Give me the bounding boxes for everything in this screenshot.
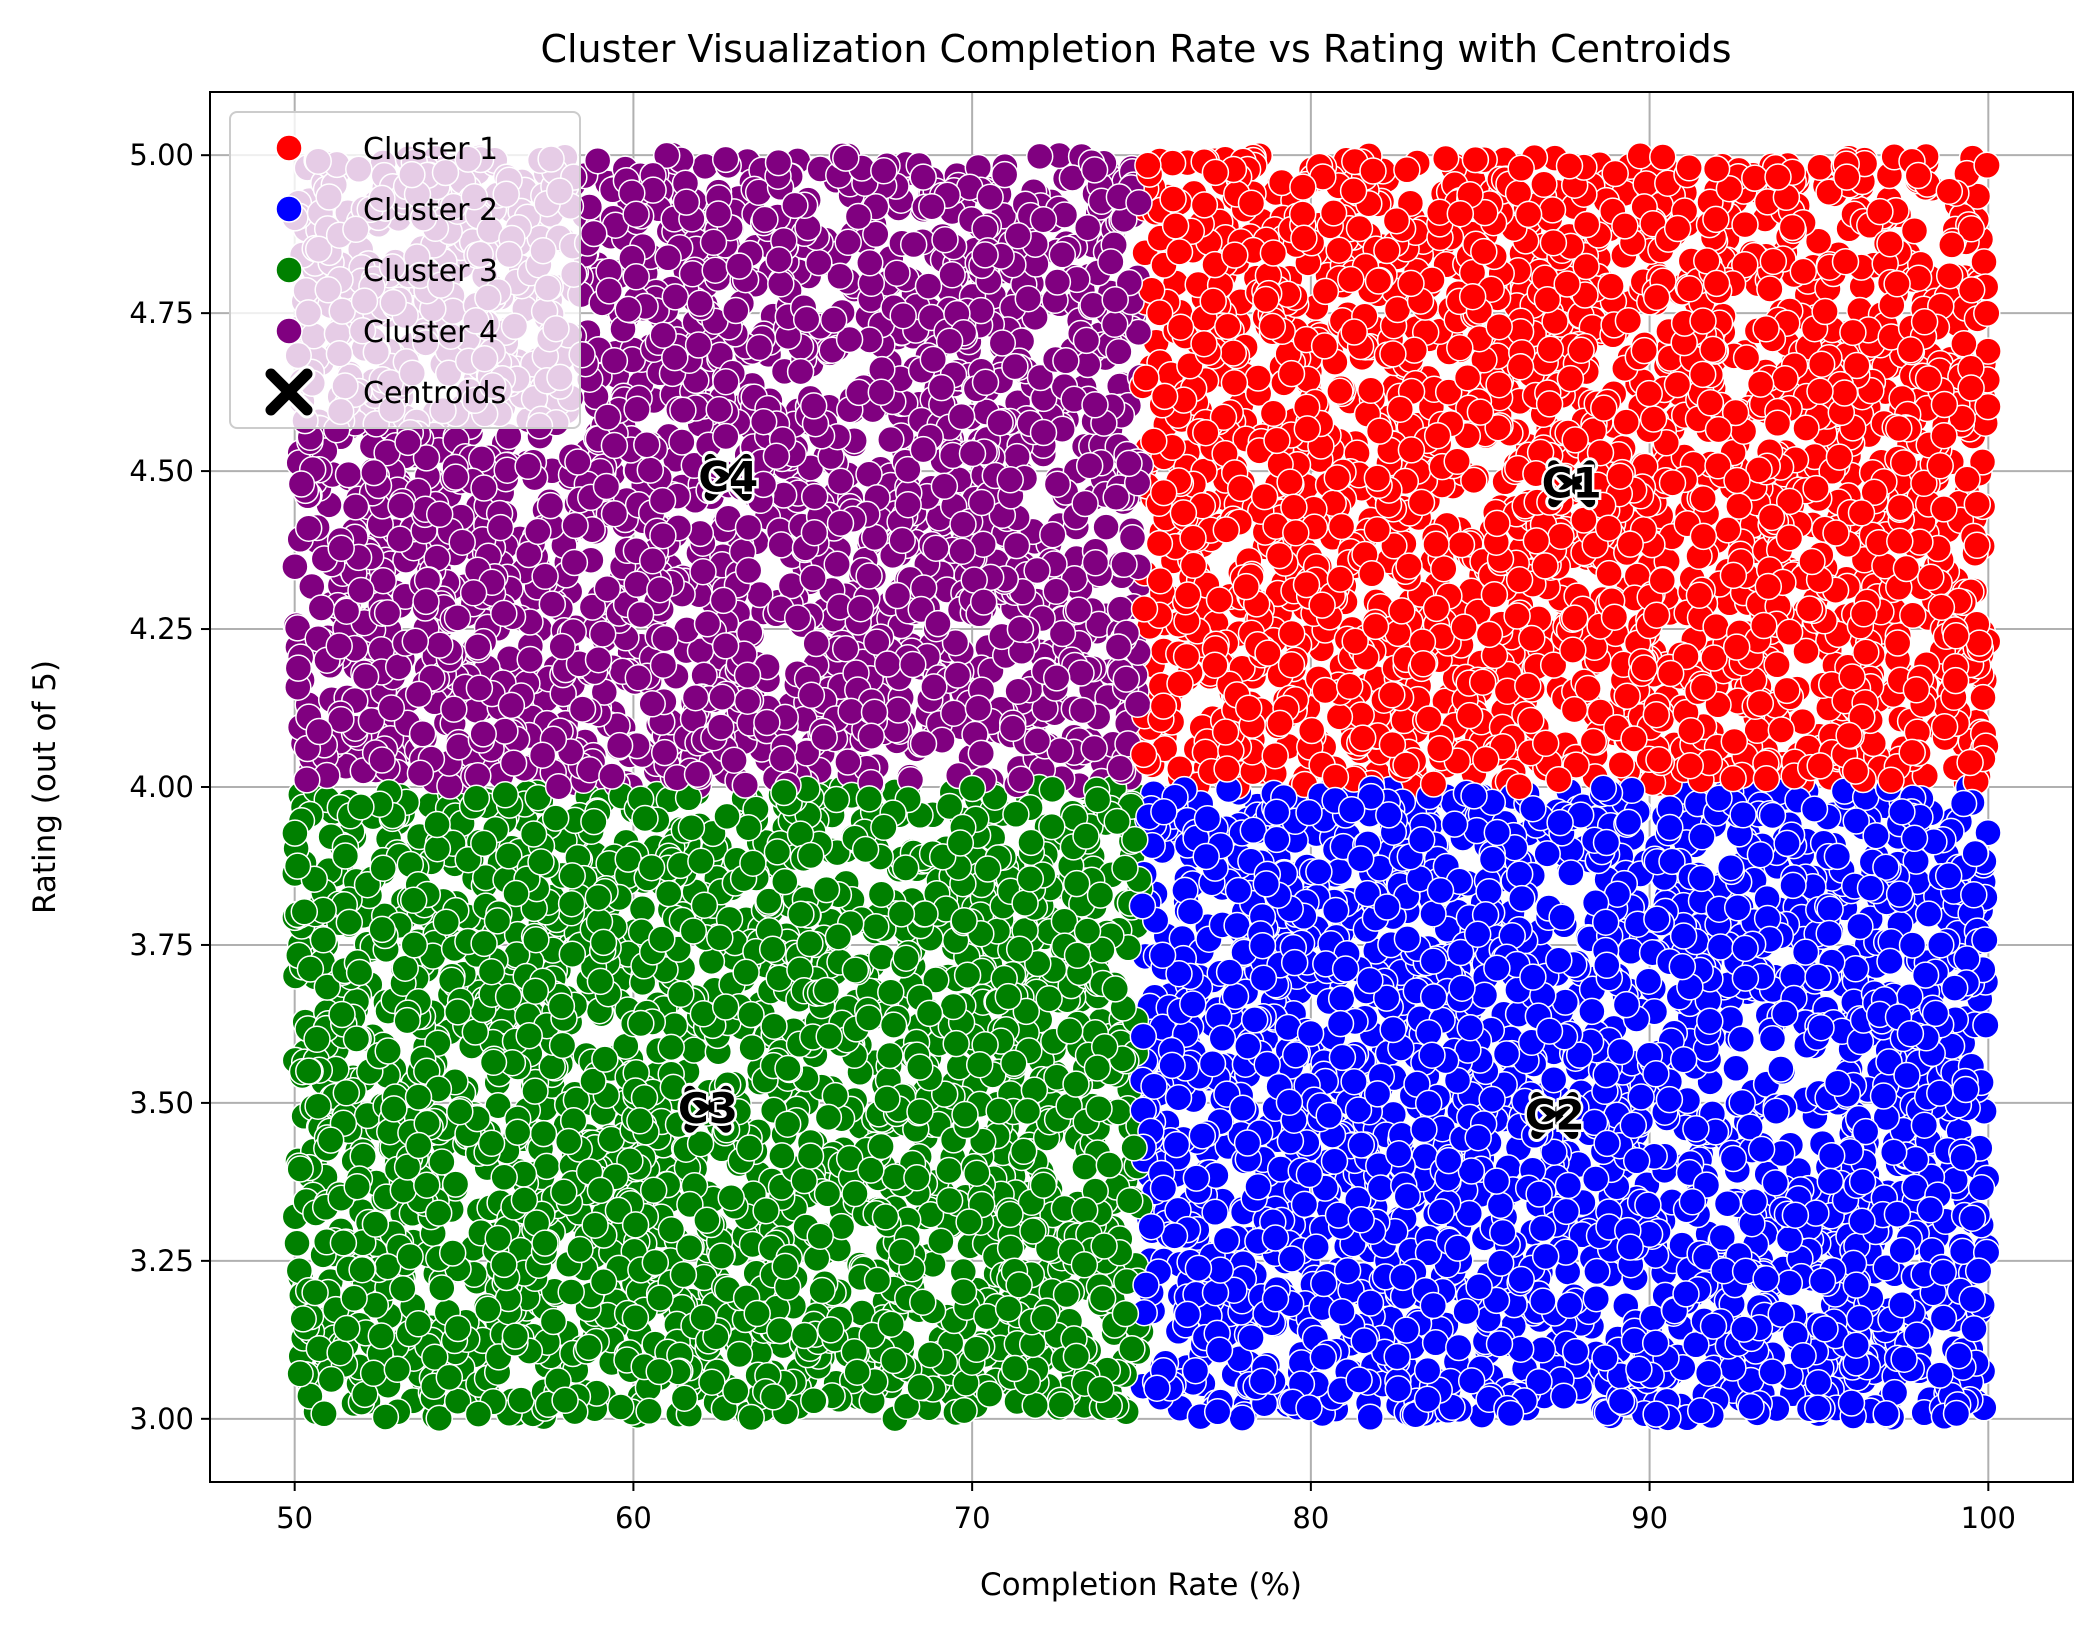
point-cluster-1 bbox=[1431, 144, 1460, 173]
point-cluster-3 bbox=[283, 1229, 311, 1258]
point-cluster-4 bbox=[899, 230, 928, 259]
point-cluster-3 bbox=[670, 1384, 699, 1412]
point-cluster-4 bbox=[436, 772, 464, 800]
point-cluster-4 bbox=[281, 552, 309, 581]
chart-title: Cluster Visualization Completion Rate vs… bbox=[540, 27, 1731, 71]
point-cluster-2 bbox=[1972, 1011, 2000, 1039]
point-cluster-2 bbox=[1758, 1025, 1787, 1053]
point-cluster-4 bbox=[1092, 513, 1120, 541]
point-cluster-3 bbox=[680, 1036, 708, 1064]
point-cluster-1 bbox=[1393, 156, 1421, 184]
point-cluster-4 bbox=[909, 163, 937, 191]
point-cluster-1 bbox=[1714, 516, 1742, 544]
point-cluster-3 bbox=[996, 1234, 1025, 1263]
point-cluster-2 bbox=[1727, 1025, 1756, 1054]
point-cluster-4 bbox=[538, 590, 567, 618]
point-cluster-1 bbox=[1597, 272, 1625, 300]
point-cluster-3 bbox=[628, 895, 657, 923]
point-cluster-4 bbox=[334, 460, 363, 489]
point-cluster-4 bbox=[1118, 524, 1147, 552]
point-cluster-1 bbox=[1806, 153, 1834, 182]
point-cluster-1 bbox=[1743, 716, 1771, 745]
